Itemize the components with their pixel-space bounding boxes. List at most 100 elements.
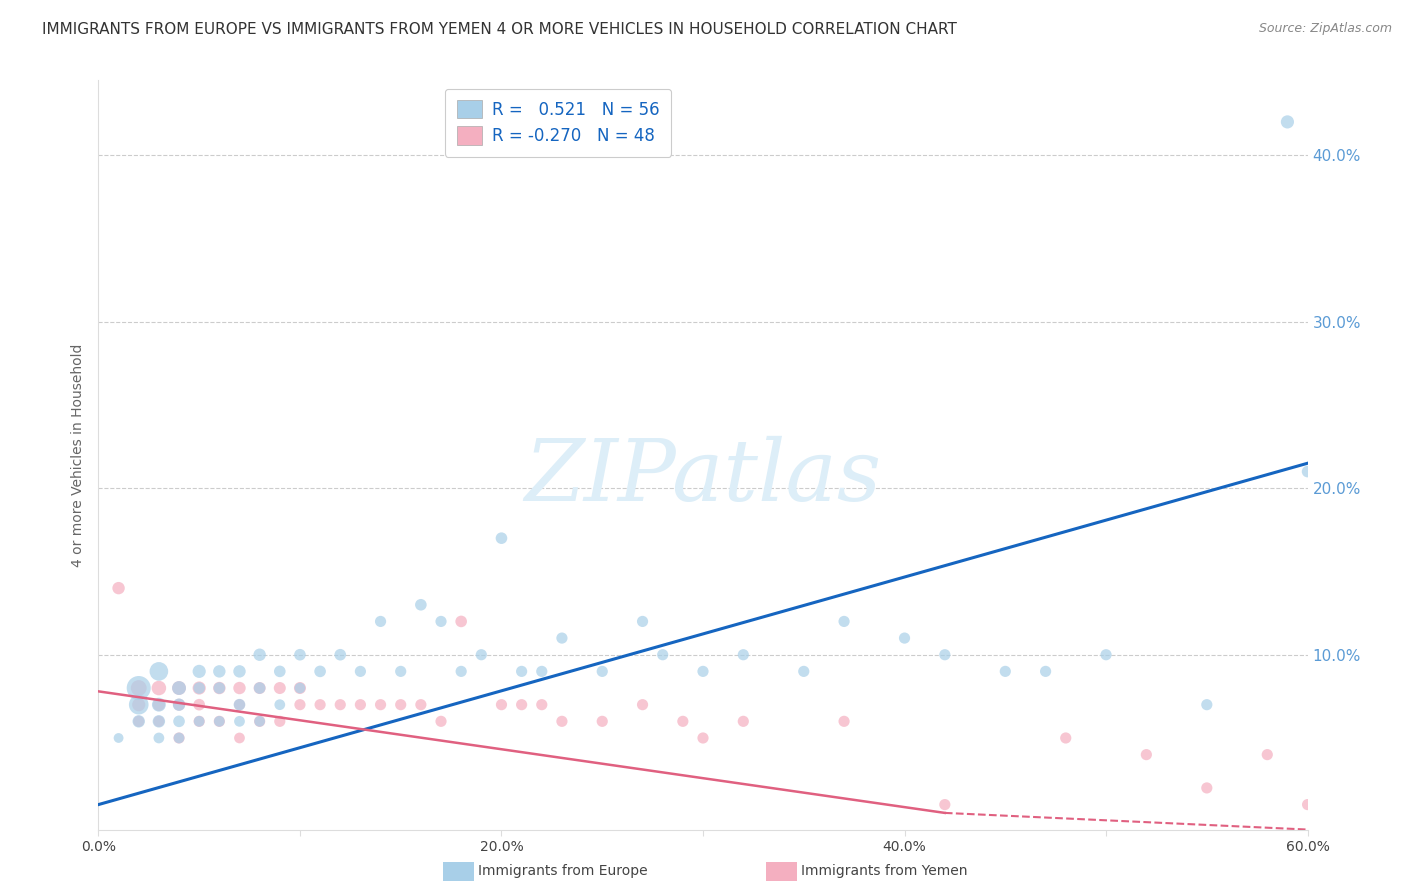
- Point: [148, 681, 170, 695]
- Point: [551, 714, 574, 729]
- Point: [1296, 797, 1319, 812]
- Point: [148, 714, 170, 729]
- Point: [329, 698, 352, 712]
- Point: [934, 797, 956, 812]
- Point: [1296, 465, 1319, 479]
- Point: [249, 681, 271, 695]
- Point: [651, 648, 673, 662]
- Point: [208, 714, 231, 729]
- Point: [591, 665, 613, 679]
- Point: [733, 648, 755, 662]
- Point: [148, 698, 170, 712]
- Point: [188, 681, 211, 695]
- Point: [228, 681, 250, 695]
- Point: [1195, 698, 1218, 712]
- Point: [249, 714, 271, 729]
- Point: [249, 681, 271, 695]
- Point: [188, 665, 211, 679]
- Point: [269, 665, 291, 679]
- Point: [148, 731, 170, 745]
- Point: [1035, 665, 1057, 679]
- Point: [309, 698, 332, 712]
- Text: Immigrants from Yemen: Immigrants from Yemen: [801, 864, 967, 879]
- Point: [188, 681, 211, 695]
- Point: [832, 615, 855, 629]
- Point: [148, 665, 170, 679]
- Point: [188, 714, 211, 729]
- Point: [994, 665, 1017, 679]
- Point: [370, 698, 392, 712]
- Point: [692, 731, 714, 745]
- Point: [269, 714, 291, 729]
- Point: [409, 698, 432, 712]
- Point: [349, 665, 371, 679]
- Point: [188, 714, 211, 729]
- Point: [510, 665, 533, 679]
- Point: [228, 698, 250, 712]
- Point: [893, 631, 915, 645]
- Point: [631, 698, 654, 712]
- Point: [167, 698, 190, 712]
- Point: [128, 698, 150, 712]
- Point: [288, 698, 311, 712]
- Legend: R =   0.521   N = 56, R = -0.270   N = 48: R = 0.521 N = 56, R = -0.270 N = 48: [444, 88, 671, 157]
- Point: [389, 665, 412, 679]
- Point: [128, 714, 150, 729]
- Point: [1054, 731, 1077, 745]
- Point: [1277, 115, 1299, 129]
- Point: [329, 648, 352, 662]
- Point: [269, 698, 291, 712]
- Point: [370, 615, 392, 629]
- Point: [692, 665, 714, 679]
- Point: [1135, 747, 1157, 762]
- Point: [430, 714, 453, 729]
- Point: [349, 698, 371, 712]
- Point: [167, 698, 190, 712]
- Point: [167, 731, 190, 745]
- Point: [288, 681, 311, 695]
- Point: [288, 648, 311, 662]
- Point: [128, 681, 150, 695]
- Point: [167, 681, 190, 695]
- Point: [530, 665, 553, 679]
- Point: [1095, 648, 1118, 662]
- Point: [128, 714, 150, 729]
- Point: [288, 681, 311, 695]
- Point: [409, 598, 432, 612]
- Point: [430, 615, 453, 629]
- Point: [228, 731, 250, 745]
- Point: [228, 665, 250, 679]
- Point: [450, 615, 472, 629]
- Point: [491, 531, 513, 545]
- Point: [934, 648, 956, 662]
- Point: [148, 698, 170, 712]
- Point: [631, 615, 654, 629]
- Point: [228, 698, 250, 712]
- Point: [208, 681, 231, 695]
- Point: [672, 714, 695, 729]
- Point: [208, 714, 231, 729]
- Point: [148, 714, 170, 729]
- Point: [269, 681, 291, 695]
- Point: [208, 681, 231, 695]
- Point: [128, 681, 150, 695]
- Point: [470, 648, 492, 662]
- Point: [249, 714, 271, 729]
- Point: [309, 665, 332, 679]
- Point: [591, 714, 613, 729]
- Point: [551, 631, 574, 645]
- Point: [107, 731, 129, 745]
- Point: [167, 714, 190, 729]
- Text: ZIPatlas: ZIPatlas: [524, 436, 882, 519]
- Point: [128, 698, 150, 712]
- Point: [107, 581, 129, 595]
- Point: [389, 698, 412, 712]
- Point: [228, 714, 250, 729]
- Point: [249, 648, 271, 662]
- Text: Immigrants from Europe: Immigrants from Europe: [478, 864, 648, 879]
- Point: [733, 714, 755, 729]
- Point: [530, 698, 553, 712]
- Point: [450, 665, 472, 679]
- Point: [167, 681, 190, 695]
- Point: [1256, 747, 1278, 762]
